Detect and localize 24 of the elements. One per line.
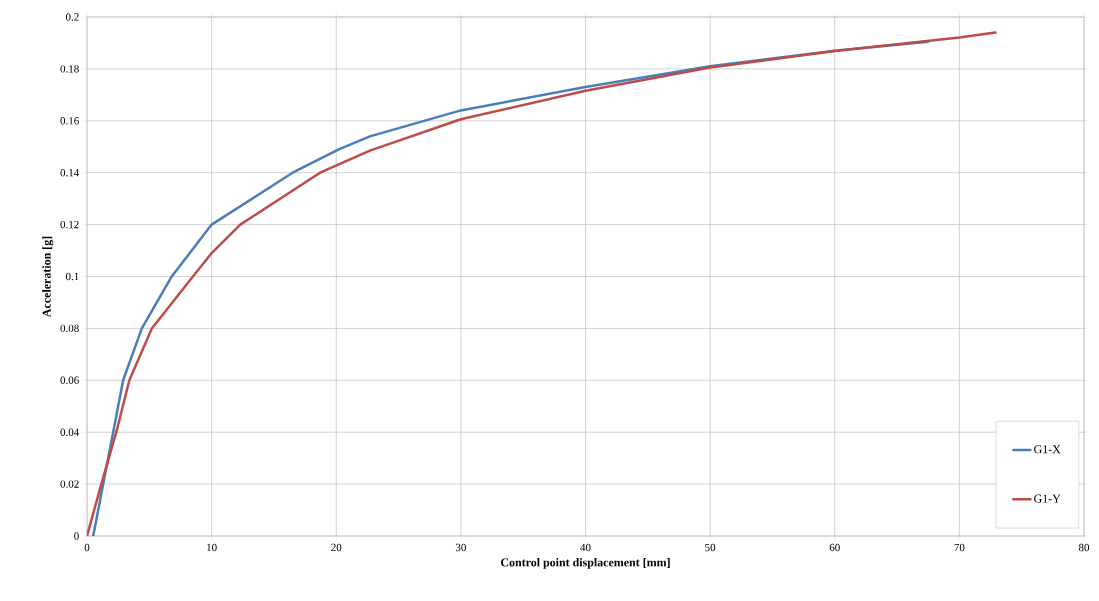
x-tick-label: 50 [705,543,716,552]
y-tick-label: 0.14 [60,168,80,177]
y-tick-label: 0.12 [60,220,79,229]
x-tick-label: 40 [580,543,591,552]
x-tick-label: 60 [829,543,840,552]
x-tick-label: 30 [455,543,466,552]
x-tick-label: 10 [207,543,217,552]
y-tick-label: 0.04 [60,428,80,436]
legend-label: G1-Y [1034,494,1061,503]
y-tick-label: 0.18 [60,65,79,73]
x-tick-label: 20 [331,543,342,552]
y-axis-title: Acceleration [g] [42,236,54,318]
y-tick-label: 0.08 [60,324,79,333]
y-tick-label: 0.1 [65,272,79,281]
y-tick-label: 0 [74,532,79,540]
legend-label: G1-X [1034,445,1061,454]
x-axis-title: Control point displacement [mm] [501,558,670,569]
y-tick-label: 0.02 [60,480,79,488]
y-tick-label: 0.16 [60,117,79,125]
x-tick-label: 80 [1078,543,1090,552]
y-tick-label: 0.06 [60,376,79,385]
x-tick-label: 0 [84,543,90,552]
y-tick-label: 0.2 [65,13,79,21]
x-tick-label: 70 [954,543,965,552]
